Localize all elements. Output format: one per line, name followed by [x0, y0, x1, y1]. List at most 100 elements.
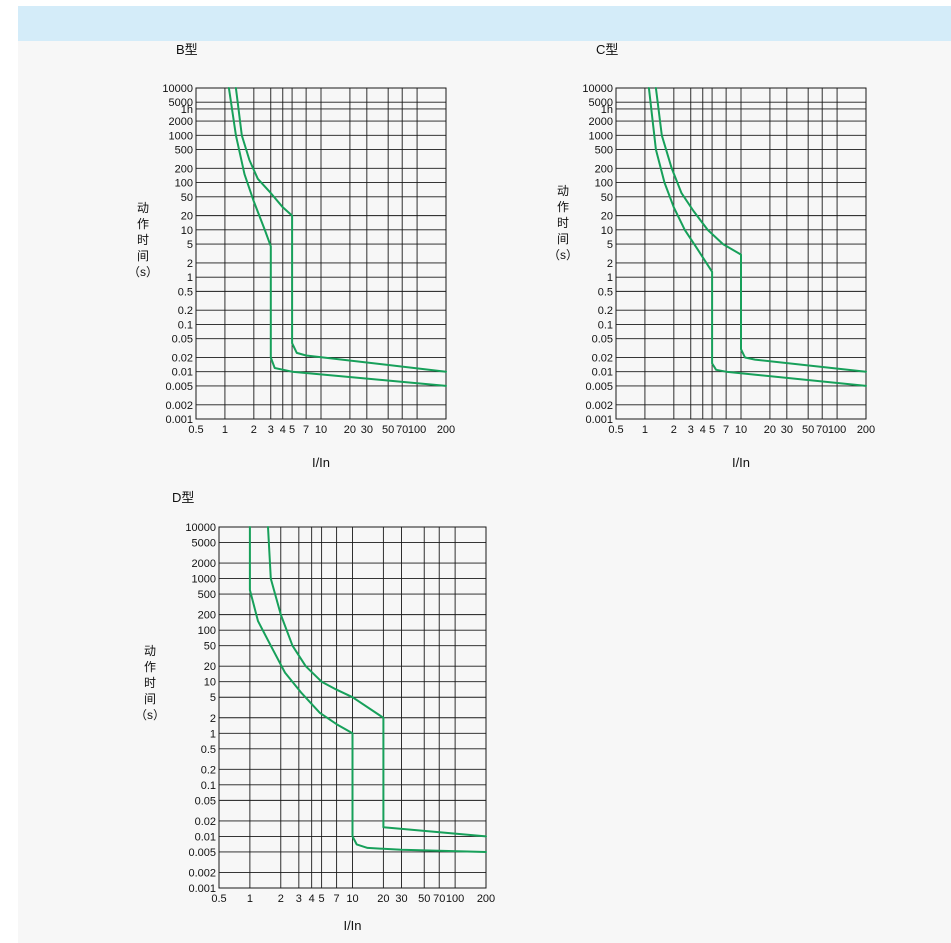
- y-axis-title-char: 作: [557, 200, 569, 214]
- y-axis-title-char: （s）: [135, 708, 165, 722]
- y-axis-title-char: 动: [144, 644, 156, 658]
- y-tick-label: 5000: [192, 538, 216, 550]
- y-tick-label: 0.2: [598, 305, 613, 317]
- x-axis-title: I/In: [343, 918, 361, 933]
- x-tick-label: 0.5: [608, 424, 623, 436]
- x-axis-title: I/In: [732, 455, 750, 470]
- x-tick-label: 0.5: [211, 893, 226, 905]
- x-tick-label: 0.5: [188, 424, 203, 436]
- x-tick-label: 20: [344, 424, 356, 436]
- y-tick-label: 0.001: [165, 414, 193, 426]
- y-tick-label: 0.05: [195, 795, 216, 807]
- x-tick-label: 100: [828, 424, 846, 436]
- y-tick-label: 500: [175, 145, 193, 157]
- chart-title: D型: [172, 490, 194, 505]
- y-tick-label: 2: [210, 713, 216, 725]
- y-tick-label: 1h: [601, 104, 613, 116]
- y-axis-title-char: 动: [137, 201, 149, 215]
- y-tick-label: 0.002: [585, 400, 613, 412]
- y-tick-label: 20: [181, 211, 193, 223]
- y-tick-label: 5: [607, 239, 613, 251]
- y-tick-label: 0.2: [201, 764, 216, 776]
- x-tick-label: 50: [418, 893, 430, 905]
- y-tick-label: 0.001: [188, 883, 216, 895]
- y-axis-title-char: 间: [137, 249, 149, 263]
- y-tick-label: 20: [601, 211, 613, 223]
- y-tick-label: 1: [607, 272, 613, 284]
- trip-curve-lower: [227, 87, 447, 387]
- x-tick-label: 4: [309, 893, 315, 905]
- y-tick-label: 100: [198, 625, 216, 637]
- y-tick-label: 10: [601, 225, 613, 237]
- y-tick-label: 0.002: [188, 867, 216, 879]
- y-tick-label: 10000: [162, 83, 193, 95]
- y-tick-label: 5: [187, 239, 193, 251]
- y-axis-title-char: 间: [557, 232, 569, 246]
- y-axis-title-char: 作: [137, 217, 149, 231]
- y-tick-label: 50: [181, 192, 193, 204]
- y-tick-label: 0.01: [172, 367, 193, 379]
- x-tick-label: 1: [222, 424, 228, 436]
- x-tick-label: 70: [816, 424, 828, 436]
- y-tick-label: 50: [204, 641, 216, 653]
- y-tick-label: 0.5: [178, 286, 193, 298]
- y-tick-label: 0.002: [165, 400, 193, 412]
- y-tick-label: 2000: [169, 116, 193, 128]
- y-tick-label: 10: [181, 225, 193, 237]
- y-axis-title-char: 间: [144, 692, 156, 706]
- y-tick-label: 100: [595, 178, 613, 190]
- y-tick-label: 200: [175, 163, 193, 175]
- y-tick-label: 5000: [589, 97, 613, 109]
- y-tick-label: 500: [595, 145, 613, 157]
- x-tick-label: 7: [303, 424, 309, 436]
- y-tick-label: 0.02: [172, 352, 193, 364]
- x-tick-label: 2: [671, 424, 677, 436]
- y-tick-label: 0.5: [201, 744, 216, 756]
- trip-curve-lower: [248, 526, 487, 853]
- x-tick-label: 5: [319, 893, 325, 905]
- y-tick-label: 1h: [181, 104, 193, 116]
- x-tick-label: 5: [709, 424, 715, 436]
- y-tick-label: 0.01: [195, 831, 216, 843]
- y-tick-label: 0.2: [178, 305, 193, 317]
- y-axis-title-char: 动: [557, 184, 569, 198]
- y-tick-label: 0.1: [178, 319, 193, 331]
- y-tick-label: 0.02: [195, 816, 216, 828]
- y-tick-label: 1: [210, 728, 216, 740]
- y-axis-title-char: （s）: [548, 248, 578, 262]
- y-tick-label: 500: [198, 589, 216, 601]
- y-tick-label: 200: [595, 163, 613, 175]
- trip-curve-upper: [654, 87, 867, 373]
- y-tick-label: 50: [601, 192, 613, 204]
- x-axis-title: I/In: [312, 455, 330, 470]
- y-tick-label: 1000: [192, 574, 216, 586]
- x-tick-label: 50: [802, 424, 814, 436]
- x-tick-label: 70: [433, 893, 445, 905]
- y-tick-label: 5000: [169, 97, 193, 109]
- y-tick-label: 0.005: [585, 381, 613, 393]
- y-tick-label: 0.05: [592, 334, 613, 346]
- y-tick-label: 0.005: [165, 381, 193, 393]
- y-tick-label: 20: [204, 661, 216, 673]
- x-tick-label: 1: [247, 893, 253, 905]
- trip-curve-upper: [267, 526, 487, 838]
- x-tick-label: 100: [408, 424, 426, 436]
- y-axis-title-char: 时: [144, 676, 156, 690]
- x-tick-label: 30: [781, 424, 793, 436]
- x-tick-label: 200: [437, 424, 455, 436]
- chart-title: C型: [596, 42, 618, 57]
- x-tick-label: 200: [477, 893, 495, 905]
- y-tick-label: 2000: [589, 116, 613, 128]
- x-tick-label: 200: [857, 424, 875, 436]
- figure-background: [18, 6, 951, 943]
- x-tick-label: 20: [764, 424, 776, 436]
- y-tick-label: 5: [210, 692, 216, 704]
- y-tick-label: 0.005: [188, 847, 216, 859]
- x-tick-label: 20: [377, 893, 389, 905]
- y-tick-label: 1000: [169, 130, 193, 142]
- y-tick-label: 0.1: [201, 780, 216, 792]
- x-tick-label: 7: [334, 893, 340, 905]
- y-tick-label: 0.5: [598, 286, 613, 298]
